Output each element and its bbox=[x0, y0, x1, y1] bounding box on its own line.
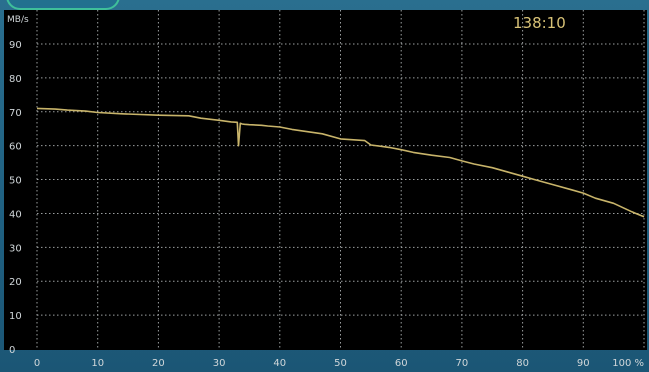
y-tick-label: 50 bbox=[9, 176, 22, 187]
y-tick-label: 40 bbox=[9, 209, 22, 220]
transfer-rate-chart: 0 10 20 30 40 50 60 70 80 90 0 10 20 30 40 50 60 70 80 90 1… bbox=[4, 10, 647, 369]
y-tick-label: 0 bbox=[9, 345, 15, 356]
elapsed-timer: 138:10 bbox=[513, 14, 566, 32]
y-tick-label: 70 bbox=[9, 108, 22, 119]
transfer-rate-line bbox=[36, 107, 645, 218]
x-tick-label: 60 bbox=[395, 358, 408, 369]
x-tick-label: 90 bbox=[577, 358, 590, 369]
x-tick-label: 10 bbox=[91, 358, 104, 369]
y-tick-label: 90 bbox=[9, 40, 22, 51]
x-tick-label: 40 bbox=[273, 358, 286, 369]
y-tick-label: 30 bbox=[9, 243, 22, 254]
grid bbox=[36, 10, 645, 349]
y-tick-label: 20 bbox=[9, 277, 22, 288]
y-tick-label: 10 bbox=[9, 311, 22, 322]
x-tick-label: 80 bbox=[516, 358, 529, 369]
y-tick-label: 60 bbox=[9, 142, 22, 153]
y-tick-label: 80 bbox=[9, 74, 22, 85]
series-layer bbox=[36, 107, 645, 218]
chart-canvas: 0 10 20 30 40 50 60 70 80 90 0 10 20 30 40 50 60 70 80 90 1… bbox=[7, 10, 645, 369]
x-tick-label: 50 bbox=[334, 358, 347, 369]
x-axis-ticks: 0 10 20 30 40 50 60 70 80 90 100 % bbox=[34, 358, 644, 369]
x-tick-label: 0 bbox=[34, 358, 40, 369]
y-axis-unit-label: MB/s bbox=[7, 15, 29, 25]
x-tick-label: 30 bbox=[213, 358, 226, 369]
window-tab bbox=[6, 0, 120, 10]
y-axis-ticks: 0 10 20 30 40 50 60 70 80 90 bbox=[9, 40, 22, 356]
x-tick-label: 70 bbox=[456, 358, 469, 369]
x-tick-label: 20 bbox=[152, 358, 165, 369]
x-tick-label: 100 % bbox=[612, 358, 644, 369]
